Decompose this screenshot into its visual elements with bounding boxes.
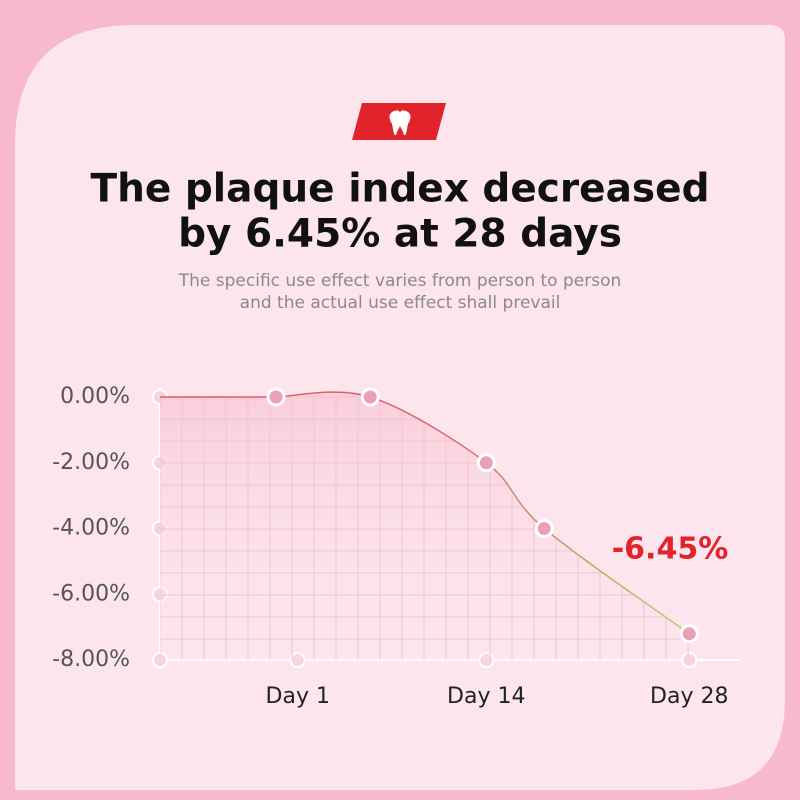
subtitle-line: and the actual use effect shall prevail [240,293,561,313]
data-point [476,453,496,473]
y-tick-label: 0.00% [60,384,130,409]
x-tick-label: Day 14 [447,684,525,709]
y-tick-label: -2.00% [52,450,130,475]
subtitle-line: The specific use effect varies from pers… [178,271,622,291]
data-point [679,624,699,644]
y-tick-label: -8.00% [52,647,130,672]
data-point [360,387,380,407]
badge [352,103,446,140]
x-tick-label: Day 28 [650,684,728,709]
y-tick-label: -6.00% [52,581,130,606]
headline-line: The plaque index decreased [90,167,709,212]
annotation: -6.45% [612,532,729,567]
x-tick-label: Day 1 [266,684,330,709]
headline-line: by 6.45% at 28 days [178,212,622,257]
data-point [534,519,554,538]
data-point [266,387,286,407]
y-tick-label: -4.00% [52,516,130,541]
